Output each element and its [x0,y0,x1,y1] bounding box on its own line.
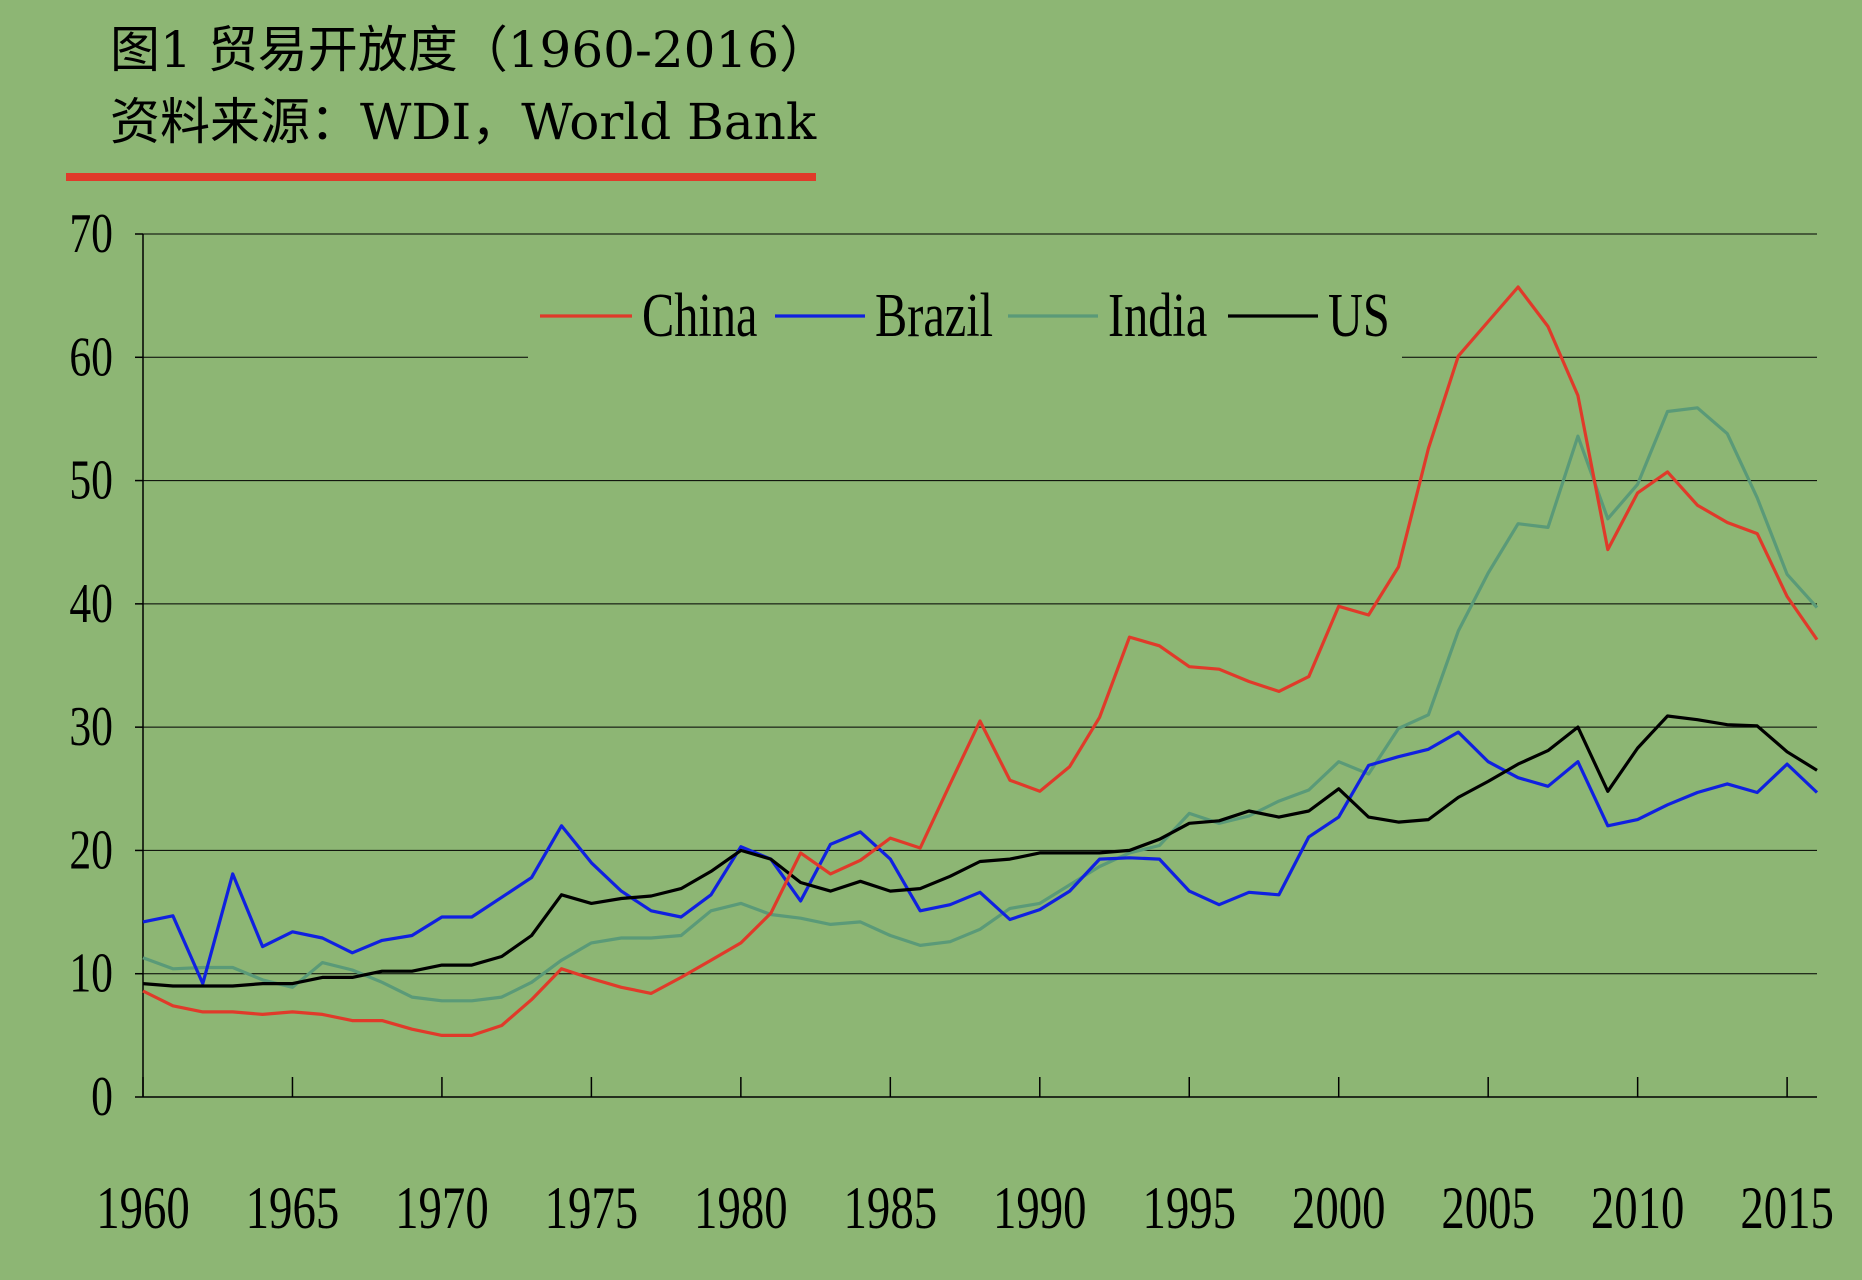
x-tick-label: 1995 [1142,1174,1236,1241]
legend-label-us: US [1328,281,1390,350]
legend-label-india: India [1108,281,1207,350]
series-line-brazil [142,730,1819,986]
x-tick-label: 1965 [246,1174,340,1241]
x-tick-label: 1990 [993,1174,1087,1241]
y-tick-label: 20 [69,818,113,880]
legend-label-brazil: Brazil [875,281,993,350]
y-tick-label: 30 [69,695,113,757]
title-underline-rule [66,173,816,181]
chart-header: 图1 贸易开放度（1960-2016） 资料来源：WDI，World Bank [110,14,829,158]
y-tick-label: 50 [69,448,113,510]
x-tick-label: 2015 [1740,1174,1834,1241]
chart-title: 图1 贸易开放度（1960-2016） [110,21,830,79]
legend-label-china: China [642,281,757,350]
x-tick-label: 1975 [545,1174,639,1241]
x-tick-label: 1985 [844,1174,938,1241]
x-tick-label: 1980 [694,1174,788,1241]
series-line-india [142,406,1819,1003]
y-tick-label: 70 [69,202,113,264]
x-tick-label: 2000 [1292,1174,1386,1241]
x-tick-label: 1960 [96,1174,190,1241]
x-tick-label: 2010 [1591,1174,1685,1241]
y-tick-label: 40 [69,572,113,634]
y-tick-label: 0 [91,1065,113,1127]
series-line-china [142,285,1819,1038]
x-tick-label: 1970 [395,1174,489,1241]
y-tick-label: 10 [69,942,113,1004]
series-line-us [142,714,1818,988]
y-tick-label: 60 [69,325,113,387]
x-tick-label: 2005 [1441,1174,1535,1241]
chart-source: 资料来源：WDI，World Bank [110,93,817,151]
